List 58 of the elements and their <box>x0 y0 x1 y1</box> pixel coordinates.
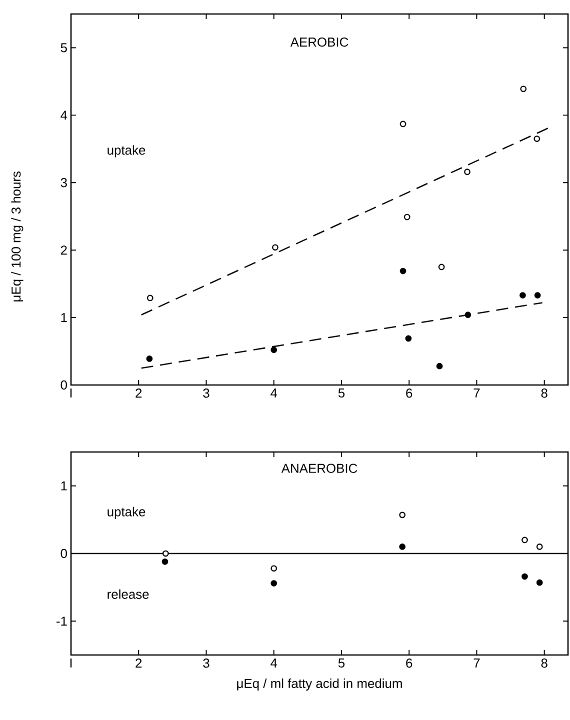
point <box>146 294 154 302</box>
y-tick-label: -1 <box>56 616 67 626</box>
annotation: uptake <box>108 506 146 519</box>
x-tick-label: 8 <box>541 388 548 398</box>
x-tick-label: 6 <box>406 658 412 668</box>
point <box>270 346 278 354</box>
annotation: uptake <box>108 145 146 158</box>
x-tick-label: 6 <box>406 388 412 398</box>
annotation: release <box>108 589 149 599</box>
point <box>522 536 528 544</box>
point <box>536 579 543 586</box>
point <box>399 544 406 550</box>
y-tick-label: 3 <box>60 178 67 188</box>
x-tick-label: 3 <box>203 388 210 398</box>
x-tick-label: 2 <box>136 388 142 398</box>
point <box>520 86 527 92</box>
point <box>534 136 540 142</box>
y-tick-label: 0 <box>60 548 67 558</box>
y-tick-label: 0 <box>60 380 67 390</box>
text: ANAEROBIC <box>281 464 358 473</box>
x-tick-label: 5 <box>338 658 345 668</box>
y-tick-label: 1 <box>61 313 67 322</box>
x-tick-label: 4 <box>270 388 278 398</box>
x-tick-label: 2 <box>136 658 142 668</box>
point <box>270 580 278 586</box>
point <box>146 356 153 362</box>
x-tick-label: 7 <box>474 658 480 668</box>
point <box>436 362 443 370</box>
x-tick-label: I <box>70 388 72 398</box>
y-tick-label: 4 <box>60 110 68 120</box>
point <box>464 168 470 176</box>
x-tick-label: 3 <box>203 658 210 668</box>
x-tick-label: 4 <box>270 658 278 668</box>
point <box>405 335 412 342</box>
point <box>400 120 406 128</box>
point <box>464 312 472 318</box>
y-axis-title: μEq / 100 mg / 3 hours <box>11 171 24 302</box>
y-tick-label: 5 <box>60 43 67 52</box>
point <box>404 214 410 220</box>
point <box>399 512 406 518</box>
point <box>162 550 169 557</box>
y-tick-label: 2 <box>60 246 67 255</box>
point <box>162 558 168 565</box>
x-tick-label: 7 <box>474 388 480 398</box>
point <box>400 268 406 274</box>
x-tick-label: I <box>70 658 72 668</box>
point <box>438 264 445 270</box>
point <box>520 292 526 298</box>
point <box>534 292 541 298</box>
y-tick-label: 1 <box>61 481 67 490</box>
point <box>272 244 278 251</box>
text: AEROBIC <box>290 38 348 47</box>
x-tick-label: 8 <box>541 658 548 668</box>
x-axis-title: μEq / ml fatty acid in medium <box>237 678 402 691</box>
point <box>270 565 278 572</box>
point <box>522 573 528 580</box>
x-tick-label: 5 <box>338 388 345 398</box>
point <box>536 544 543 550</box>
